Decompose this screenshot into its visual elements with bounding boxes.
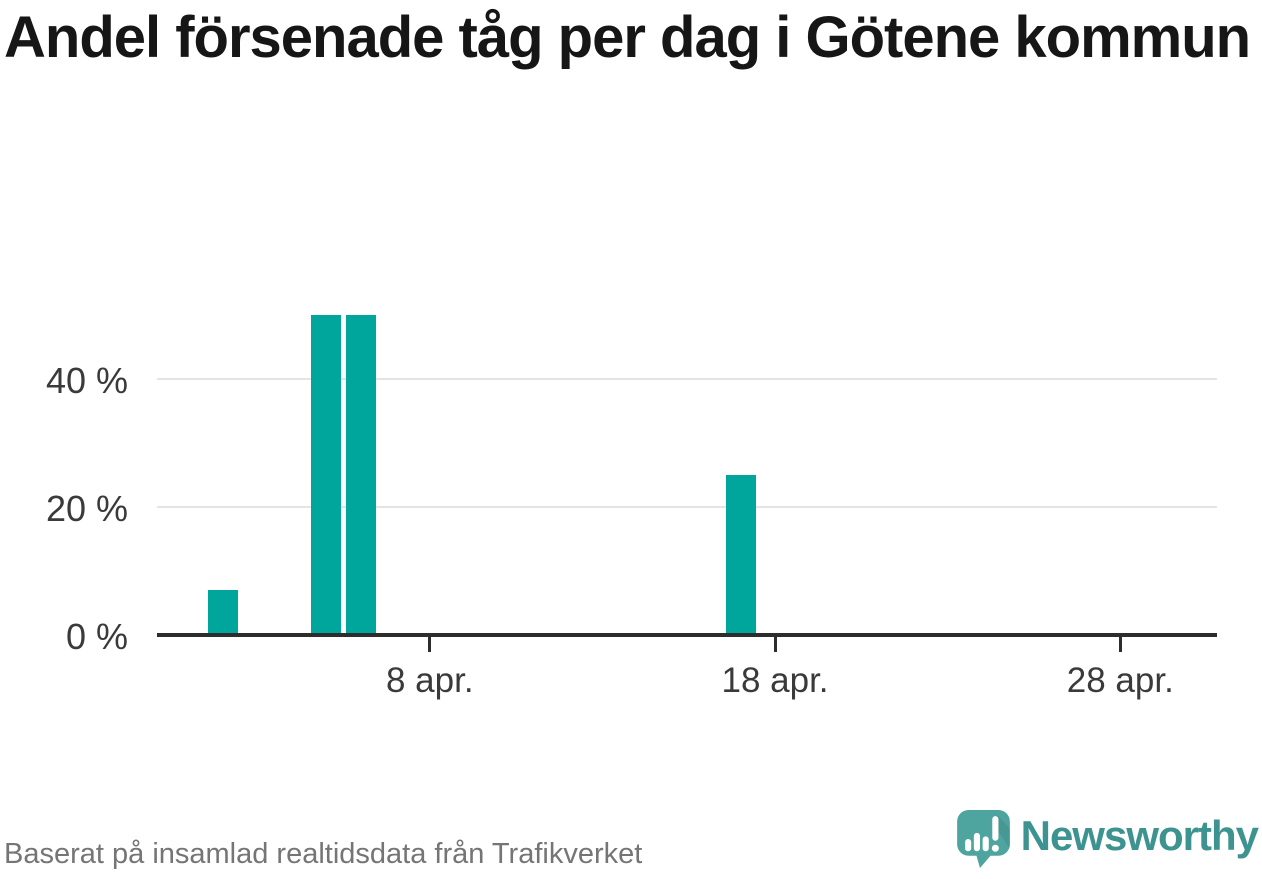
y-tick-label: 20 % [45,488,128,529]
x-tick [428,637,432,652]
bar-2apr [207,590,238,636]
x-axis-line [157,633,1217,637]
bar-6apr [345,315,376,636]
gridline-40pct [157,378,1217,380]
newsworthy-wordmark: Newsworthy [1020,812,1259,859]
y-tick-label: 0 % [65,616,128,657]
x-tick-label: 28 apr. [1066,661,1174,700]
x-tick [1118,637,1122,652]
x-tick-label: 8 apr. [385,661,474,700]
gridline-20pct [157,506,1217,508]
x-tick-label: 18 apr. [721,661,829,700]
chart-title: Andel försenade tåg per dag i Götene kom… [4,5,1251,70]
x-tick [773,637,777,652]
y-tick-label: 40 % [45,360,128,401]
source-note: Baserat på insamlad realtidsdata från Tr… [4,838,643,870]
newsworthy-logo: Newsworthy [956,810,1259,868]
bar-5apr [311,315,342,636]
newsworthy-speech-bubble-bar-chart-icon [956,810,1010,868]
bar-17apr [725,475,756,636]
